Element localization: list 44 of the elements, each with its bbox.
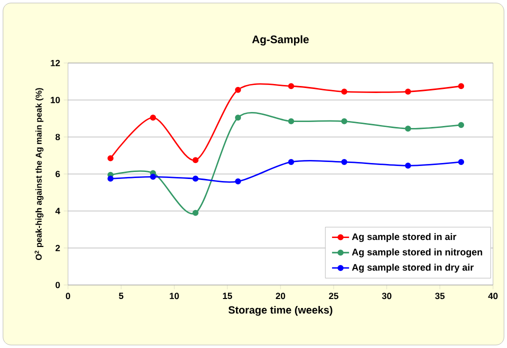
point [235, 178, 242, 184]
x-axis-title: Storage time (weeks) [228, 306, 332, 316]
x-tick-label: 20 [276, 292, 286, 300]
point [192, 176, 199, 182]
y-tick-label: 0 [56, 282, 60, 288]
point [288, 118, 294, 124]
point [405, 162, 412, 169]
point [288, 158, 294, 165]
point [150, 174, 156, 180]
point [235, 86, 242, 93]
point [108, 176, 114, 182]
point [341, 118, 348, 124]
y-tick-label: 8 [56, 134, 60, 140]
legend-label: Ag sample stored in air [352, 233, 456, 242]
y-tick-label: 12 [50, 60, 60, 66]
y-tick-label: 4 [55, 208, 60, 214]
y-tick-label: 6 [56, 170, 60, 178]
point [405, 126, 412, 132]
point [235, 114, 242, 121]
chart-title: Ag-Sample [252, 35, 309, 46]
point [405, 88, 412, 95]
point [192, 210, 199, 216]
point [288, 83, 294, 90]
point [458, 122, 464, 128]
point [341, 88, 348, 95]
y-tick-label: 2 [56, 244, 60, 252]
x-tick-label: 40 [488, 292, 498, 300]
x-tick-label: 0 [66, 292, 70, 300]
x-tick-label: 5 [118, 292, 124, 300]
legend-label: Ag sample stored in dry air [352, 264, 474, 273]
y-tick-label: 10 [50, 96, 60, 104]
x-tick-label: 10 [170, 292, 179, 300]
x-tick-label: 35 [435, 292, 445, 300]
legend-label: Ag sample stored in nitrogen [352, 248, 482, 258]
point [192, 157, 199, 164]
y-axis-title: O$^{2}$ peak-high against the Ag main peak (%) [34, 88, 44, 260]
point [458, 158, 464, 165]
point [341, 158, 348, 165]
x-tick-label: 30 [382, 292, 392, 300]
point [150, 114, 156, 121]
point [108, 155, 114, 162]
x-tick-label: 25 [328, 292, 338, 300]
point [458, 83, 464, 90]
x-tick-label: 15 [222, 292, 232, 300]
